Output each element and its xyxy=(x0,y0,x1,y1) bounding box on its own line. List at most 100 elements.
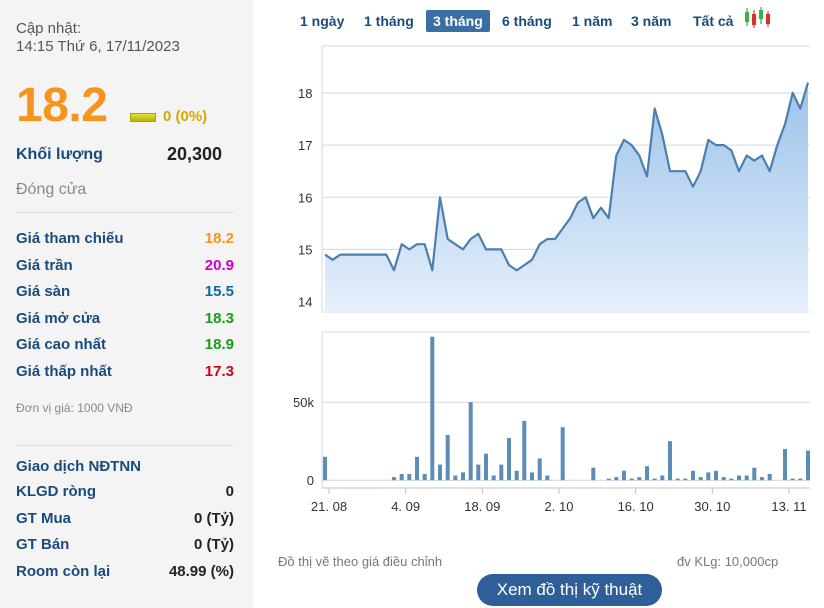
volume-bar xyxy=(407,474,412,481)
volume-bar xyxy=(798,478,803,481)
foreign-row-value: 48.99 (%) xyxy=(168,563,234,580)
price-row-value: 18.3 xyxy=(204,310,234,327)
price-unit-note: Đơn vị giá: 1000 VNĐ xyxy=(16,401,133,415)
volume-bar xyxy=(691,470,695,481)
volume-bar xyxy=(767,474,772,481)
price-y-axis: 14 15 16 17 18 xyxy=(298,86,312,310)
volume-tick-label: 50k xyxy=(293,395,314,410)
candlestick-chart-icon[interactable] xyxy=(743,6,771,30)
volume-bar xyxy=(629,478,634,481)
volume-bar xyxy=(530,472,534,481)
x-tick-label: 2. 10 xyxy=(545,499,574,514)
price-row-label: Giá thấp nhất xyxy=(16,363,112,380)
current-price: 18.2 xyxy=(16,79,108,132)
tab-1-day[interactable]: 1 ngày xyxy=(300,13,345,29)
price-row-value: 18.9 xyxy=(204,336,234,353)
foreign-row-room-left: Room còn lại 48.99 (%) xyxy=(16,563,234,585)
volume-bar xyxy=(760,477,764,481)
volume-bar xyxy=(399,474,404,481)
volume-bar xyxy=(675,478,680,481)
x-tick-label: 4. 09 xyxy=(391,499,420,514)
volume-bar xyxy=(706,472,711,481)
volume-bar xyxy=(752,467,757,481)
volume-bar xyxy=(545,475,550,481)
price-change: 0 (0%) xyxy=(163,108,208,125)
price-row-label: Giá mở cửa xyxy=(16,310,101,327)
volume-bar xyxy=(591,467,596,481)
volume-bar xyxy=(430,336,435,481)
volume-bar xyxy=(445,435,450,481)
price-tick-label: 17 xyxy=(298,138,312,153)
volume-bar xyxy=(507,438,511,481)
technical-chart-button[interactable]: Xem đồ thị kỹ thuật xyxy=(477,574,662,606)
volume-tick-label: 0 xyxy=(307,473,314,488)
volume-bar xyxy=(537,458,542,481)
volume-bar xyxy=(668,441,672,481)
volume-bars xyxy=(323,336,810,481)
price-tick-label: 16 xyxy=(298,190,312,205)
volume-bar xyxy=(499,464,504,481)
price-row-high: Giá cao nhất 18.9 xyxy=(16,336,234,358)
volume-bar xyxy=(491,475,496,481)
price-row-value: 18.2 xyxy=(204,230,234,247)
price-row-label: Giá sàn xyxy=(16,283,71,300)
price-tick-label: 18 xyxy=(298,86,312,101)
volume-label: Khối lượng xyxy=(16,146,103,163)
tab-3-months[interactable]: 3 tháng xyxy=(426,10,490,32)
update-datetime: 14:15 Thứ 6, 17/11/2023 xyxy=(16,38,180,55)
volume-bar xyxy=(392,477,396,481)
foreign-trading-title: Giao dịch NĐTNN xyxy=(16,458,234,480)
tab-6-months[interactable]: 6 tháng xyxy=(502,13,552,29)
volume-bar xyxy=(714,470,718,481)
volume-bar xyxy=(729,478,734,481)
date-x-axis: 21. 08 4. 09 18. 09 2. 10 16. 10 30. 10 13. 11 xyxy=(311,487,810,514)
quote-panel: Cập nhật: 14:15 Thứ 6, 17/11/2023 18.2 0… xyxy=(0,0,253,608)
volume-bar xyxy=(721,477,726,481)
tab-1-year[interactable]: 1 năm xyxy=(572,13,613,29)
volume-bar xyxy=(622,470,626,481)
volume-bar xyxy=(806,450,810,481)
volume-bar xyxy=(637,477,642,481)
volume-bar xyxy=(606,478,611,481)
x-tick-label: 13. 11 xyxy=(771,499,806,514)
volume-bar xyxy=(514,470,519,481)
volume-value: 20,300 xyxy=(166,144,222,164)
foreign-row-label: Room còn lại xyxy=(16,563,111,580)
foreign-row-value: 0 xyxy=(225,483,234,500)
volume-bar xyxy=(468,402,473,481)
tab-all[interactable]: Tất cả xyxy=(693,13,734,29)
volume-bar xyxy=(476,464,481,481)
price-row-low: Giá thấp nhất 17.3 xyxy=(16,363,234,385)
volume-grid xyxy=(321,331,810,488)
chart-adjusted-note: Đồ thị vẽ theo giá điều chỉnh xyxy=(278,554,443,569)
foreign-row-value: 0 (Tỷ) xyxy=(193,536,234,553)
session-status: Đóng cửa xyxy=(16,181,87,198)
price-row-value: 17.3 xyxy=(204,363,234,380)
divider xyxy=(16,212,234,213)
x-tick-label: 21. 08 xyxy=(311,499,347,514)
volume-bar xyxy=(484,453,488,481)
volume-bar xyxy=(438,464,442,481)
tab-3-years[interactable]: 3 năm xyxy=(631,13,672,29)
price-row-open: Giá mở cửa 18.3 xyxy=(16,310,234,332)
tab-1-month[interactable]: 1 tháng xyxy=(364,13,414,29)
volume-bar xyxy=(645,466,649,481)
volume-bar xyxy=(522,420,527,481)
divider xyxy=(16,445,234,446)
volume-bar xyxy=(744,475,749,481)
foreign-row-net-volume: KLGD ròng 0 xyxy=(16,483,234,505)
foreign-row-label: GT Mua xyxy=(16,510,71,527)
price-row-reference: Giá tham chiếu 18.2 xyxy=(16,230,234,252)
volume-bar xyxy=(698,477,703,481)
volume-y-axis: 0 50k xyxy=(293,395,314,488)
no-change-indicator-icon xyxy=(130,113,156,122)
price-row-label: Giá tham chiếu xyxy=(16,230,124,247)
foreign-row-label: GT Bán xyxy=(16,536,70,553)
volume-bar xyxy=(783,449,787,481)
volume-bar xyxy=(560,427,565,481)
volume-bar xyxy=(323,456,327,481)
foreign-row-sell-value: GT Bán 0 (Tỷ) xyxy=(16,536,234,558)
price-row-ceiling: Giá trần 20.9 xyxy=(16,257,234,279)
